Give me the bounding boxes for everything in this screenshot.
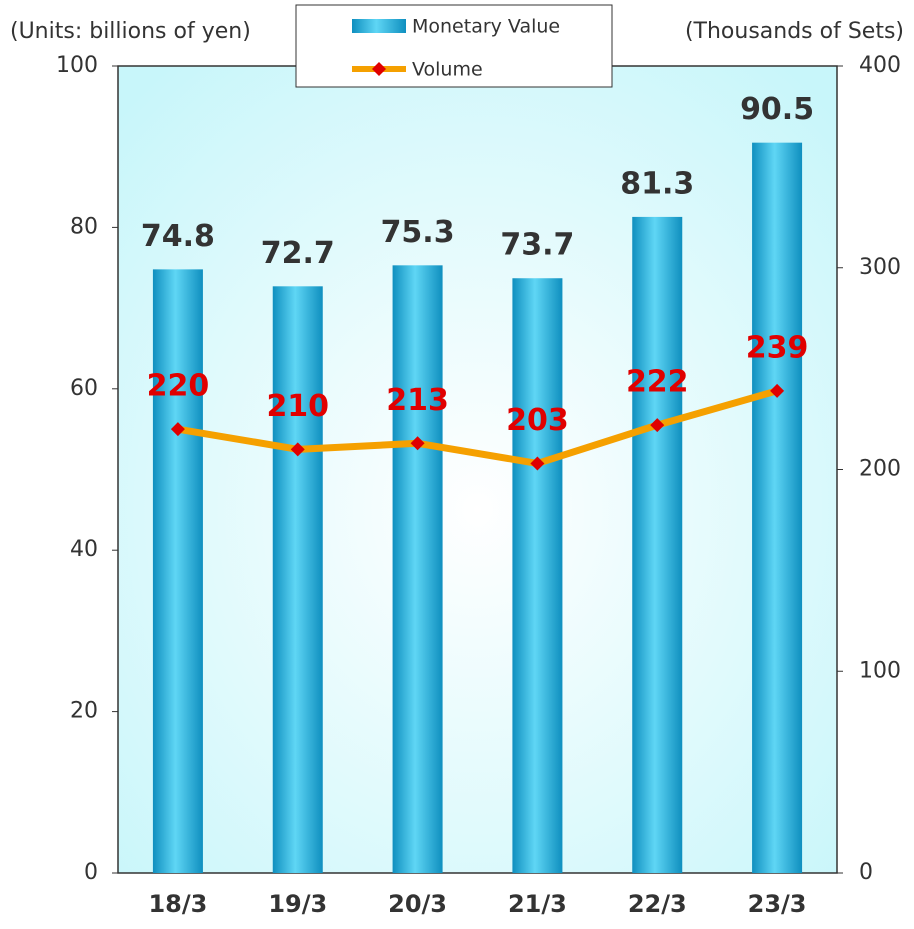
line-value-label: 220 <box>147 369 210 404</box>
line-value-label: 213 <box>386 383 449 418</box>
x-tick-label: 22/3 <box>628 890 687 918</box>
plot: 0 20 40 60 80 100 0 100 200 300 400 18/3 19/3 20/3 21/… <box>56 53 901 918</box>
line-value-label: 210 <box>266 389 329 424</box>
line <box>177 387 779 467</box>
legend-marker <box>372 62 386 76</box>
line-marker <box>650 418 665 433</box>
line-value-label: 239 <box>746 330 809 365</box>
line-value-label: 203 <box>506 403 569 438</box>
bar <box>152 269 203 873</box>
x-tick-label: 18/3 <box>148 890 207 918</box>
bar-value-label: 73.7 <box>500 228 574 263</box>
bar-value-label: 81.3 <box>620 166 694 201</box>
bar <box>392 265 443 874</box>
y2-tick-label: 300 <box>859 255 901 280</box>
y-tick-label: 20 <box>70 699 98 724</box>
plot-area <box>117 65 838 874</box>
y-tick-label: 0 <box>84 860 98 885</box>
y2-tick-label: 400 <box>859 53 901 78</box>
bar <box>512 278 563 874</box>
y-tick-label: 80 <box>70 214 98 239</box>
bar <box>272 286 323 873</box>
bar <box>752 142 803 874</box>
bar-value-label: 72.7 <box>261 236 335 271</box>
line-marker <box>530 456 545 471</box>
y-axis-label: (Units: billions of yen) <box>10 19 251 44</box>
y2-tick-label: 100 <box>859 658 901 683</box>
bar <box>632 216 683 873</box>
x-tick-label: 21/3 <box>508 890 567 918</box>
x-tick-label: 20/3 <box>388 890 447 918</box>
y-tick-label: 60 <box>70 376 98 401</box>
y2-axis-label: (Thousands of Sets) <box>685 19 904 44</box>
y-tick-label: 40 <box>70 537 98 562</box>
line-value-label: 222 <box>626 365 689 400</box>
line-marker <box>770 383 785 398</box>
bar-value-label: 74.8 <box>141 219 215 254</box>
x-tick-label: 19/3 <box>268 890 327 918</box>
y2-tick-label: 0 <box>859 860 873 885</box>
line-marker <box>290 442 305 457</box>
line-marker <box>170 422 185 437</box>
legend-label: Volume <box>412 59 483 81</box>
y-tick-label: 100 <box>56 53 98 78</box>
bar-value-label: 90.5 <box>740 92 814 127</box>
legend-swatch <box>352 19 406 33</box>
legend-label: Monetary Value <box>412 16 560 38</box>
legend: Monetary Value Volume <box>295 4 613 88</box>
legend-box <box>295 4 613 88</box>
x-tick-label: 23/3 <box>748 890 807 918</box>
bar-value-label: 75.3 <box>381 215 455 250</box>
line-marker <box>410 436 425 451</box>
y2-tick-label: 200 <box>859 457 901 482</box>
